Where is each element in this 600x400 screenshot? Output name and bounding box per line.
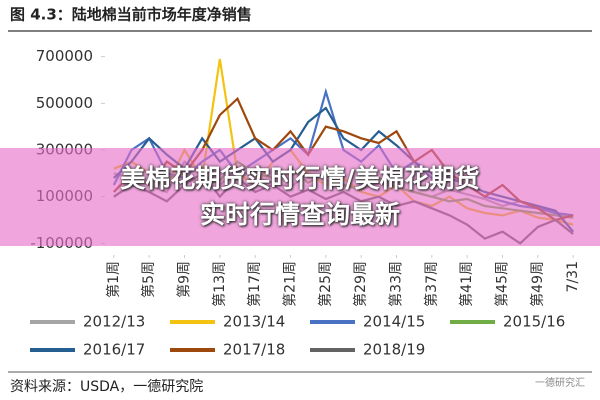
x-tick-label: 第33周 xyxy=(388,261,405,307)
x-tick-label: 第49周 xyxy=(529,261,546,307)
x-tick-label: 第37周 xyxy=(423,261,440,307)
x-tick-label: 第13周 xyxy=(211,261,228,307)
x-tick-label: 第25周 xyxy=(317,261,334,307)
legend-label: 2015/16 xyxy=(503,313,565,331)
chart-title: 图 4.3：陆地棉当前市场年度净销售 xyxy=(10,6,252,24)
overlay-banner: 美棉花期货实时行情/美棉花期货 实时行情查询最新 xyxy=(0,148,600,246)
x-tick-label: 第29周 xyxy=(352,261,369,307)
x-tick-label: 第1周 xyxy=(105,261,122,298)
x-tick-label: 第17周 xyxy=(246,261,263,307)
y-tick-label: 700000 xyxy=(36,47,93,65)
legend-label: 2014/15 xyxy=(363,313,425,331)
overlay-line: 美棉花期货实时行情/美棉花期货 xyxy=(120,164,480,193)
watermark: 一德研究汇 xyxy=(535,376,585,389)
legend-label: 2016/17 xyxy=(83,341,145,359)
legend-label: 2017/18 xyxy=(223,341,285,359)
x-tick-label: 第45周 xyxy=(494,261,511,307)
x-tick-label: 第41周 xyxy=(458,261,475,307)
x-tick-label: 第21周 xyxy=(282,261,299,307)
legend-label: 2012/13 xyxy=(83,313,145,331)
overlay-line: 实时行情查询最新 xyxy=(199,200,400,229)
x-tick-label: 第9周 xyxy=(176,261,193,298)
legend-label: 2013/14 xyxy=(223,313,285,331)
x-tick-label: 第5周 xyxy=(140,261,157,298)
source: 资料来源：USDA，一德研究院 xyxy=(10,379,203,395)
x-tick-label: 7/31 xyxy=(565,261,581,292)
legend-label: 2018/19 xyxy=(363,341,425,359)
y-tick-label: 500000 xyxy=(36,94,93,112)
